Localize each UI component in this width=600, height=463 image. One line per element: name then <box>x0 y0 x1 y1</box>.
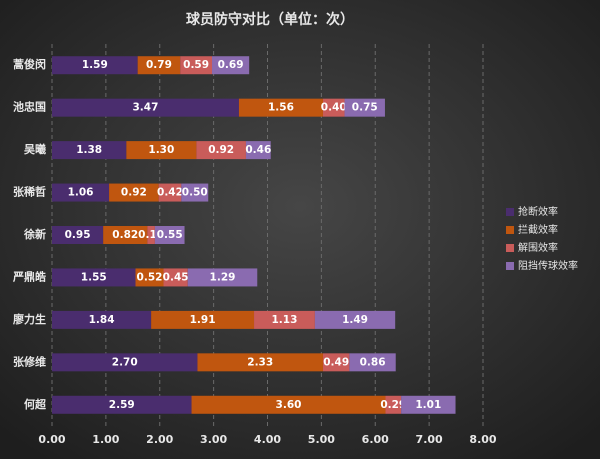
bar-segment <box>103 226 148 244</box>
y-tick-label: 张修维 <box>13 354 46 368</box>
bar-segment <box>385 395 402 414</box>
bar-segment <box>147 226 155 244</box>
bar-segment <box>314 310 396 329</box>
data-label: 0.92 <box>208 144 234 156</box>
bar-segment <box>322 98 345 117</box>
data-label: 1.91 <box>190 314 216 326</box>
bar-segment <box>401 395 456 414</box>
y-tick-label: 廖力生 <box>13 312 46 326</box>
bar-segment <box>52 395 192 414</box>
data-label: 2.70 <box>112 356 138 368</box>
data-label: 3.47 <box>133 102 159 114</box>
bar-segment <box>151 310 255 329</box>
data-label: 0.79 <box>146 59 172 71</box>
bar-segment <box>52 310 152 329</box>
data-label: 0.86 <box>360 356 386 368</box>
bar-segment <box>135 268 164 287</box>
data-label: 0.82 <box>112 229 138 241</box>
data-label: 1.06 <box>68 187 94 199</box>
data-label: 1.56 <box>268 102 294 114</box>
data-label: 0.92 <box>121 187 147 199</box>
data-label: 1.59 <box>82 59 108 71</box>
bar-segment <box>344 98 385 117</box>
bar-segment <box>52 141 127 160</box>
x-tick-label: 0.00 <box>38 433 65 446</box>
legend-label: 抢断效率 <box>518 205 558 218</box>
bar-segment <box>154 226 185 244</box>
bar-segment <box>181 183 209 202</box>
legend-swatch <box>506 244 514 252</box>
bar-segment <box>109 183 159 202</box>
bar-segment <box>52 183 110 202</box>
data-label: 1.55 <box>81 271 107 283</box>
legend-swatch <box>506 226 514 234</box>
bar-segment <box>180 56 213 75</box>
bar-segment <box>245 141 271 160</box>
x-tick-label: 8.00 <box>469 433 496 446</box>
y-tick-label: 张稀哲 <box>13 185 46 199</box>
legend-swatch <box>506 208 514 216</box>
bar-segment <box>212 56 250 75</box>
data-label: 0.95 <box>65 229 91 241</box>
data-label: 0.52 <box>137 271 163 283</box>
bar-segment <box>137 56 181 75</box>
data-label: 0.42 <box>157 187 183 199</box>
data-label: 0.55 <box>157 229 183 241</box>
data-label: 1.29 <box>210 271 236 283</box>
data-label: 0.45 <box>163 271 189 283</box>
data-label: 0.69 <box>218 59 244 71</box>
data-label: 2.33 <box>247 356 273 368</box>
data-label: 1.13 <box>272 314 298 326</box>
bar-segment <box>191 395 386 414</box>
bar-segment <box>196 141 246 160</box>
data-label: 1.49 <box>342 314 368 326</box>
data-label: 1.30 <box>148 144 174 156</box>
bar-segment <box>52 268 136 287</box>
x-tick-label: 3.00 <box>200 433 227 446</box>
bar-segment <box>52 226 104 244</box>
y-tick-label: 严鼎皓 <box>12 269 46 283</box>
bar-segment <box>187 268 258 287</box>
y-tick-label: 吴曦 <box>24 142 46 156</box>
data-label: 0.29 <box>380 399 406 411</box>
chart-title: 球员防守对比（单位：次） <box>186 11 354 28</box>
legend-label: 解围效率 <box>518 241 558 254</box>
data-label: 0.59 <box>183 59 209 71</box>
x-tick-label: 7.00 <box>416 433 443 446</box>
data-label: 0.75 <box>352 102 378 114</box>
legend-swatch <box>506 262 514 270</box>
data-label: 0.50 <box>182 187 208 199</box>
bar-segment <box>163 268 188 287</box>
data-label: 0.49 <box>323 356 349 368</box>
x-tick-label: 1.00 <box>92 433 119 446</box>
x-tick-label: 5.00 <box>308 433 335 446</box>
data-label: 3.60 <box>276 399 302 411</box>
bar-segment <box>52 98 239 117</box>
bar-segment <box>254 310 315 329</box>
bar-segment <box>197 353 323 372</box>
y-tick-label: 池忠国 <box>13 100 46 114</box>
bar-segment <box>322 353 350 372</box>
bar-segment <box>238 98 323 117</box>
bar-segment <box>52 56 138 75</box>
bar-segment <box>52 353 198 372</box>
bar-segment <box>126 141 197 160</box>
y-tick-label: 徐新 <box>23 227 46 241</box>
data-label: 0.46 <box>245 144 271 156</box>
legend-label: 拦截效率 <box>518 223 558 236</box>
y-tick-label: 蒿俊闵 <box>13 57 46 71</box>
data-label: 1.84 <box>89 314 115 326</box>
data-label: 1.38 <box>76 144 102 156</box>
data-label: 0.40 <box>321 102 347 114</box>
legend-label: 阻挡传球效率 <box>518 259 578 272</box>
y-tick-label: 何超 <box>24 397 47 411</box>
x-tick-label: 4.00 <box>254 433 281 446</box>
data-label: 1.01 <box>415 399 441 411</box>
x-tick-label: 6.00 <box>362 433 389 446</box>
bar-segment <box>349 353 396 372</box>
bar-segment <box>158 183 182 202</box>
x-tick-label: 2.00 <box>146 433 173 446</box>
data-label: 2.59 <box>109 399 135 411</box>
